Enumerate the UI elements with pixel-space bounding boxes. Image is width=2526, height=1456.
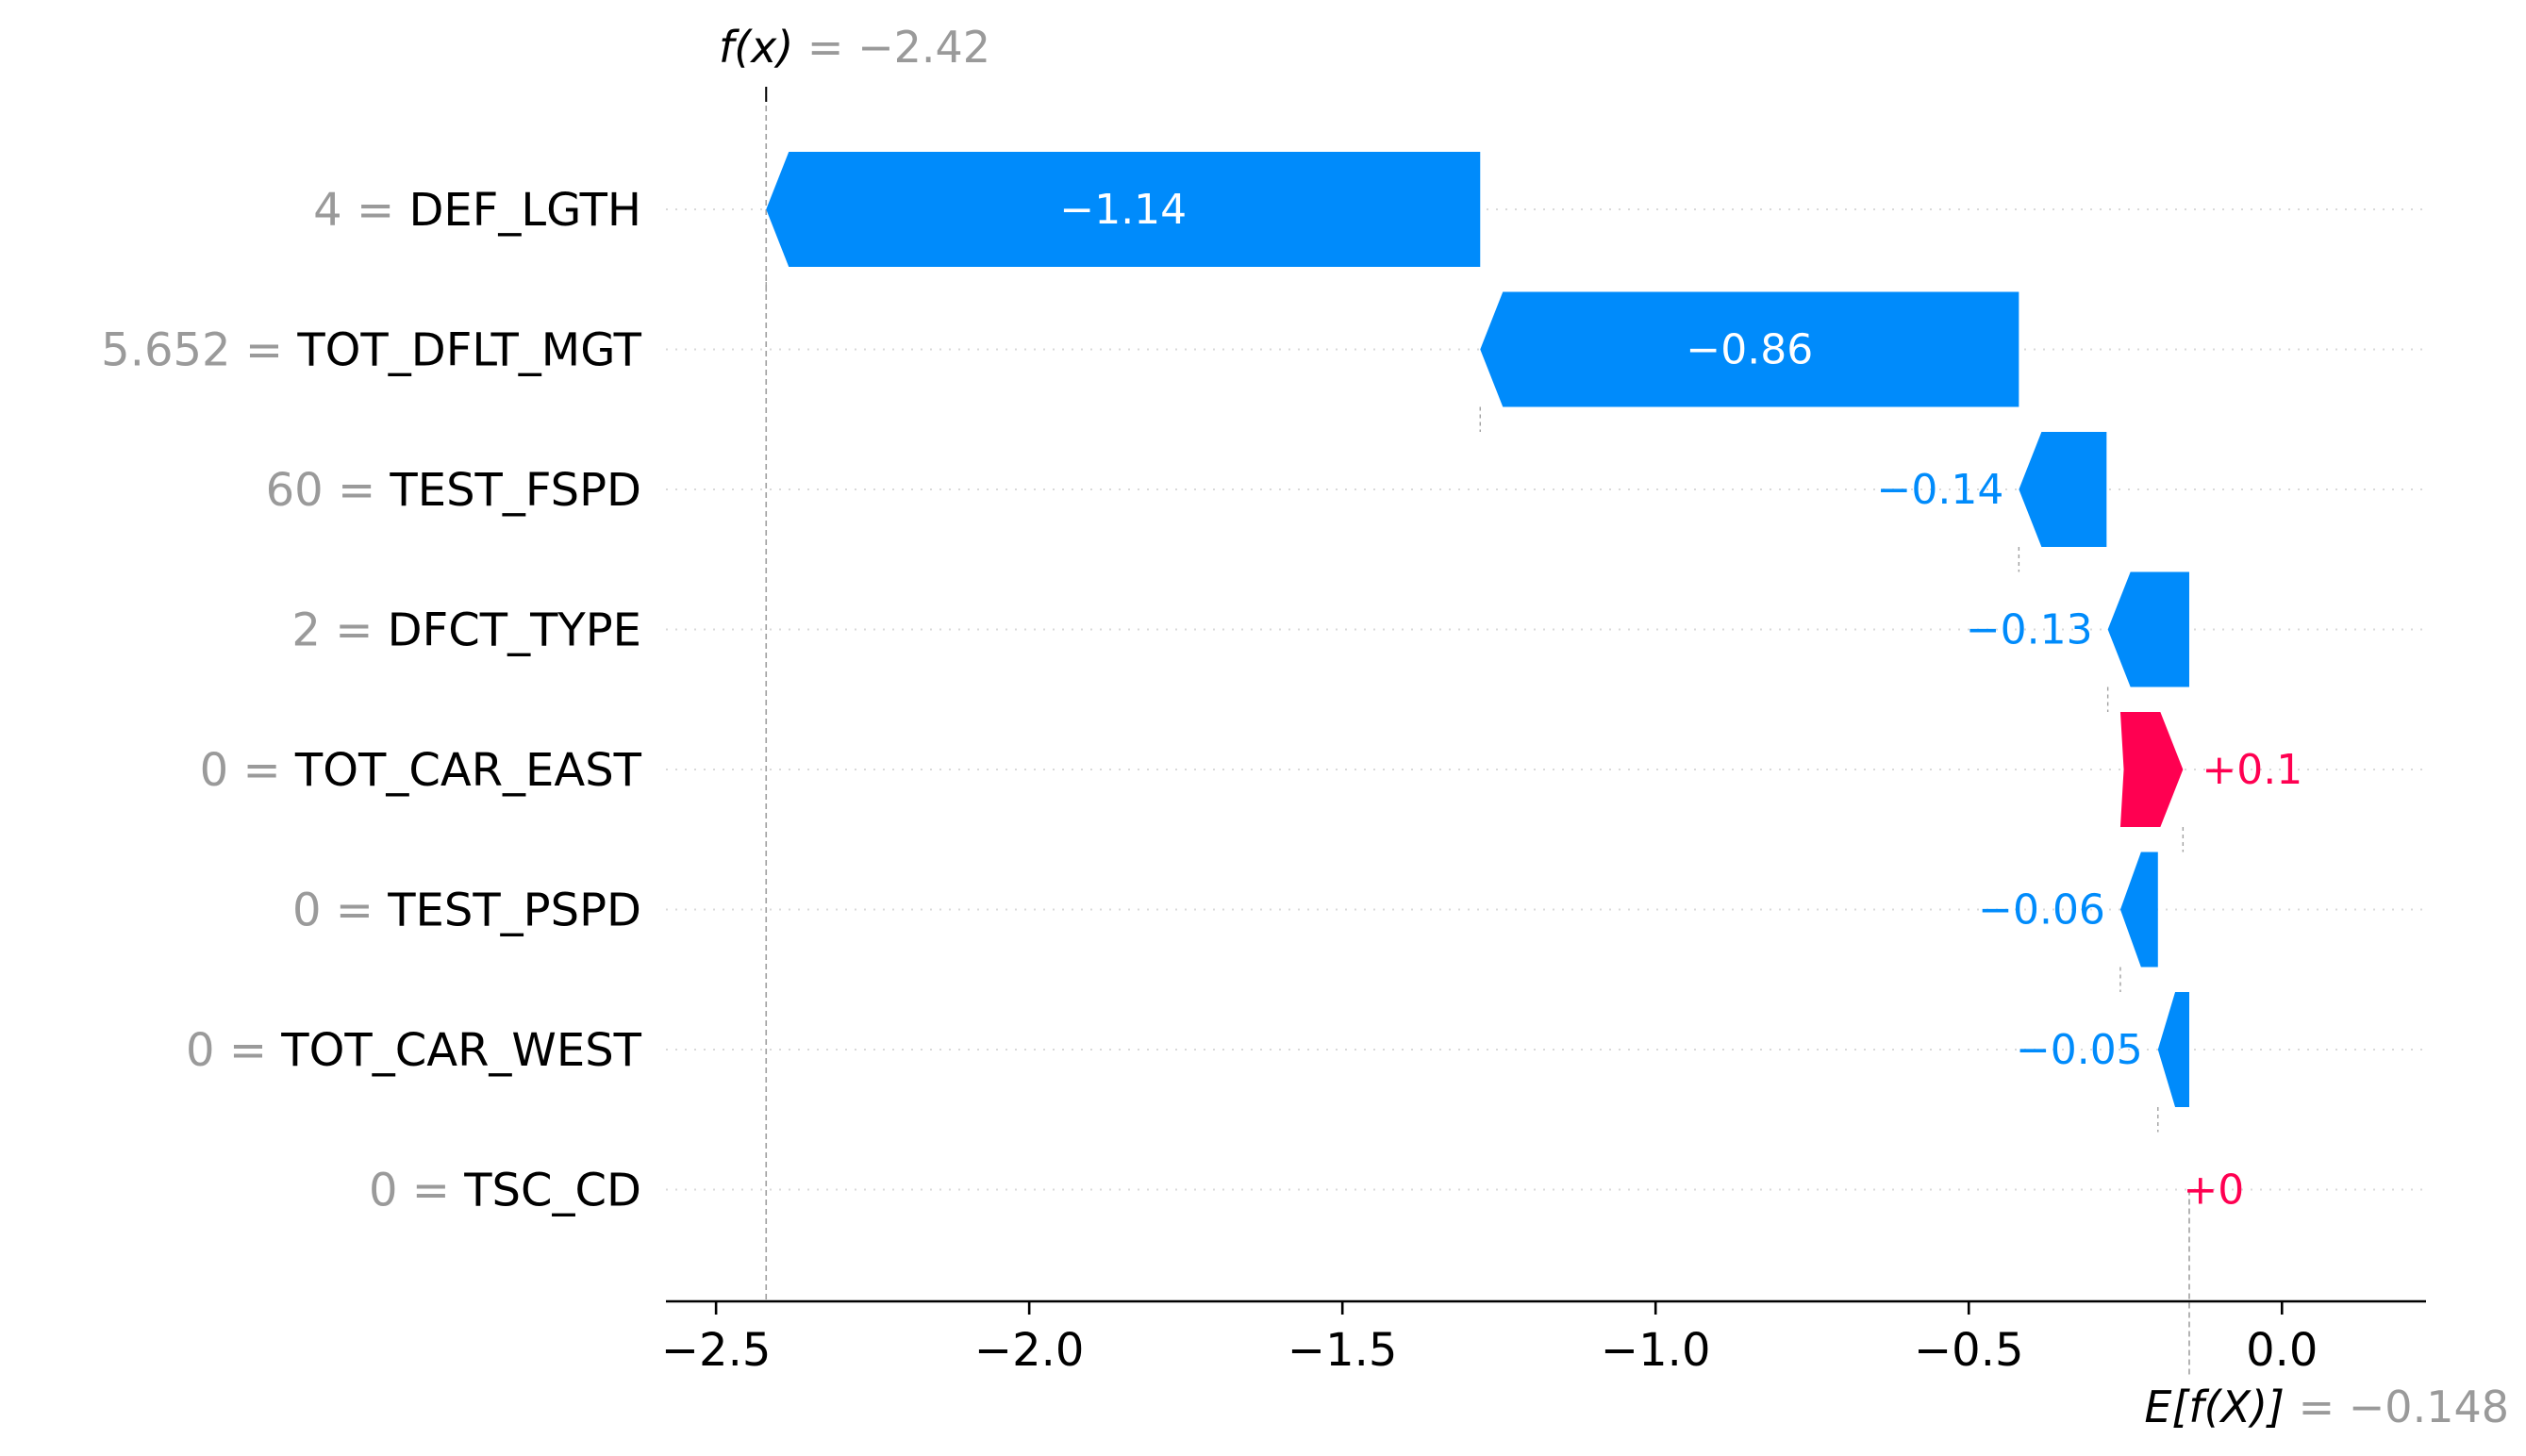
- bar-value-label: +0: [2183, 1166, 2244, 1215]
- feature-name: TOT_CAR_WEST: [280, 1024, 641, 1077]
- feature-name: DEF_LGTH: [408, 184, 641, 237]
- bar-value-label: −0.06: [1978, 886, 2105, 935]
- feature-label: 4 = DEF_LGTH: [313, 184, 641, 237]
- bar-value-label: −0.86: [1686, 326, 1813, 374]
- feature-value: 5.652 =: [101, 324, 297, 377]
- efx-value: = −0.148: [2285, 1382, 2509, 1432]
- output-value-annotation: f(x) = −2.42: [719, 22, 990, 73]
- feature-value: 0 =: [369, 1165, 464, 1217]
- x-tick-label: −1.0: [1601, 1324, 1711, 1377]
- base-value-annotation: E[f(X)] = −0.148: [2144, 1382, 2509, 1432]
- bar-value-label: −0.14: [1877, 466, 2004, 514]
- feature-name: TEST_FSPD: [389, 464, 641, 517]
- contribution-bar: [2019, 432, 2107, 547]
- x-axis: −2.5 −2.0 −1.5 −1.0 −0.5 0.0: [661, 1299, 2426, 1377]
- x-tick-label: −2.5: [661, 1324, 772, 1377]
- reference-lines: [765, 87, 2190, 1377]
- fx-value: = −2.42: [793, 22, 990, 73]
- feature-label: 0 = TOT_CAR_EAST: [200, 744, 642, 797]
- feature-value: 0 =: [292, 885, 388, 937]
- x-tick-label: −1.5: [1288, 1324, 1398, 1377]
- feature-value: 4 =: [313, 184, 408, 237]
- feature-value: 2 =: [291, 604, 387, 657]
- fx-label: f(x): [719, 22, 793, 73]
- feature-name: TOT_CAR_EAST: [294, 744, 642, 797]
- contribution-bar: [766, 152, 1481, 267]
- contribution-bar: [2157, 992, 2189, 1107]
- feature-value: 0 =: [186, 1024, 281, 1077]
- x-tick-label: −2.0: [974, 1324, 1085, 1377]
- feature-label: 0 = TOT_CAR_WEST: [186, 1024, 642, 1077]
- bar-value-label: −0.13: [1966, 606, 2093, 654]
- feature-value: 60 =: [266, 464, 391, 517]
- contribution-bar: [1480, 291, 2019, 407]
- feature-name: DFCT_TYPE: [388, 604, 641, 657]
- feature-label: 2 = DFCT_TYPE: [291, 604, 641, 657]
- x-tick-label: −0.5: [1914, 1324, 2024, 1377]
- bar-value-label: −0.05: [2016, 1026, 2143, 1074]
- efx-label: E[f(X)]: [2144, 1382, 2285, 1432]
- feature-labels: −1.14 4 = DEF_LGTH −0.86 5.652 = TOT_DFLT_M…: [101, 184, 2302, 1217]
- feature-name: TSC_CD: [463, 1165, 641, 1217]
- feature-value: 0 =: [200, 744, 295, 797]
- feature-label: 0 = TEST_PSPD: [292, 885, 641, 937]
- feature-label: 5.652 = TOT_DFLT_MGT: [101, 324, 642, 377]
- feature-label: 0 = TSC_CD: [369, 1165, 641, 1217]
- bar-value-label: −1.14: [1059, 186, 1187, 234]
- feature-label: 60 = TEST_FSPD: [266, 464, 641, 517]
- x-tick-label: 0.0: [2246, 1324, 2318, 1377]
- feature-name: TEST_PSPD: [387, 885, 641, 937]
- contribution-bar: [2119, 712, 2184, 827]
- contribution-bar: [2119, 852, 2158, 968]
- bar-value-label: +0.1: [2202, 746, 2302, 794]
- feature-name: TOT_DFLT_MGT: [296, 324, 641, 377]
- contribution-bars: [766, 152, 2189, 1107]
- contribution-bar: [2107, 571, 2189, 687]
